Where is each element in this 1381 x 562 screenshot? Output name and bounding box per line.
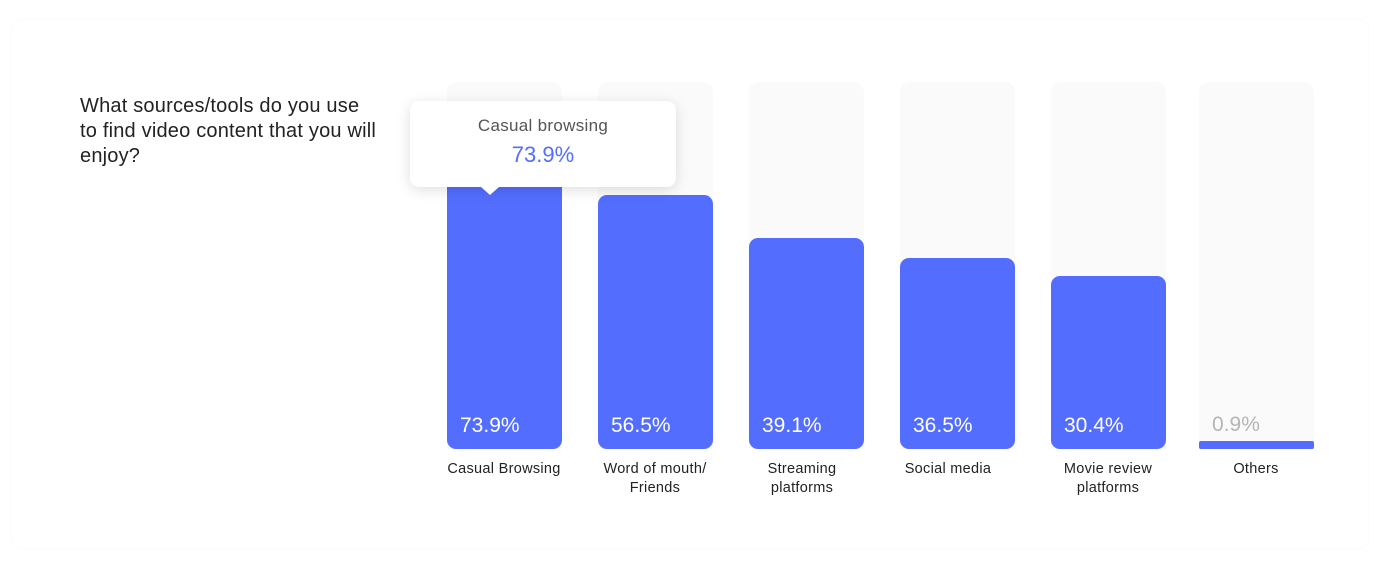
bar-value-label: 73.9% [460, 414, 520, 437]
tooltip-title: Casual browsing [477, 116, 609, 135]
category-text: Streaming platforms [767, 461, 837, 496]
tooltip-value: 73.9% [511, 142, 575, 167]
bar-column-others[interactable]: 0.9% [1199, 82, 1314, 449]
bar-movie-review-platforms[interactable] [1051, 276, 1166, 449]
bar-social-media[interactable] [900, 258, 1015, 449]
bar-value-label: 56.5% [611, 414, 671, 437]
category-label-others: Others [1233, 461, 1279, 477]
bar-word-of-mouth[interactable] [598, 195, 713, 449]
category-text: Word of mouth/ Friends [603, 461, 707, 496]
category-text: Movie review platforms [1063, 461, 1153, 496]
chart-tooltip: Casual browsing 73.9% [410, 101, 676, 195]
category-label-streaming-platforms: Streaming platforms [727, 460, 877, 498]
category-label-casual-browsing: Casual Browsing [447, 461, 561, 477]
bar-value-label: 0.9% [1212, 413, 1260, 436]
bar-track [1199, 82, 1314, 449]
category-label-social-media: Social media [904, 461, 992, 477]
bar-value-label: 36.5% [913, 414, 973, 437]
bar-others[interactable] [1199, 441, 1314, 449]
category-label-word-of-mouth: Word of mouth/ Friends [580, 460, 730, 498]
bar-value-label: 30.4% [1064, 414, 1124, 437]
bar-casual-browsing[interactable] [447, 149, 562, 449]
category-label-movie-review-platforms: Movie review platforms [1033, 460, 1183, 498]
bar-column-social-media[interactable]: 36.5% [900, 82, 1015, 449]
bar-column-streaming-platforms[interactable]: 39.1% [749, 82, 864, 449]
chart-question-title: What sources/tools do you use to find vi… [80, 95, 377, 167]
bar-column-movie-review-platforms[interactable]: 30.4% [1051, 82, 1166, 449]
bar-streaming-platforms[interactable] [749, 238, 864, 449]
bar-value-label: 39.1% [762, 414, 822, 437]
tooltip-pointer-icon [481, 187, 499, 195]
